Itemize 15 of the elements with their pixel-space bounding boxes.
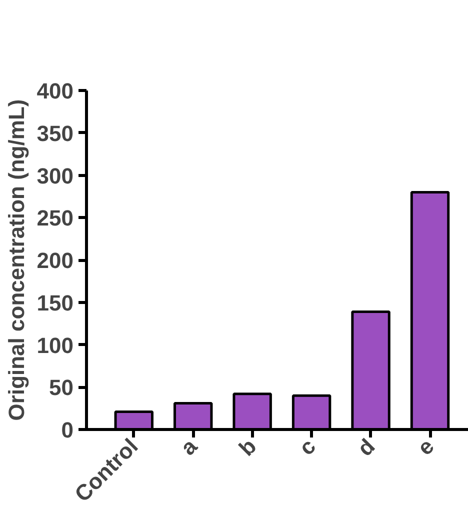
x-tick-label: c	[294, 434, 320, 460]
y-tick-label: 0	[61, 418, 74, 442]
y-tick-label: 300	[36, 163, 74, 188]
x-tick-label: b	[234, 434, 262, 461]
y-tick-label: 350	[36, 120, 74, 146]
y-tick-label: 50	[49, 375, 74, 400]
y-tick-label: 150	[36, 290, 74, 316]
x-tick-label: d	[352, 434, 380, 461]
y-tick-label: 100	[36, 332, 74, 358]
x-tick-label: a	[176, 433, 202, 460]
x-tick-label: e	[412, 434, 439, 460]
y-tick-label: 200	[36, 248, 74, 273]
y-axis-title: Original concentration (ng/mL)	[4, 99, 29, 421]
y-tick-label: 400	[36, 78, 74, 104]
y-tick-label: 250	[36, 206, 74, 231]
